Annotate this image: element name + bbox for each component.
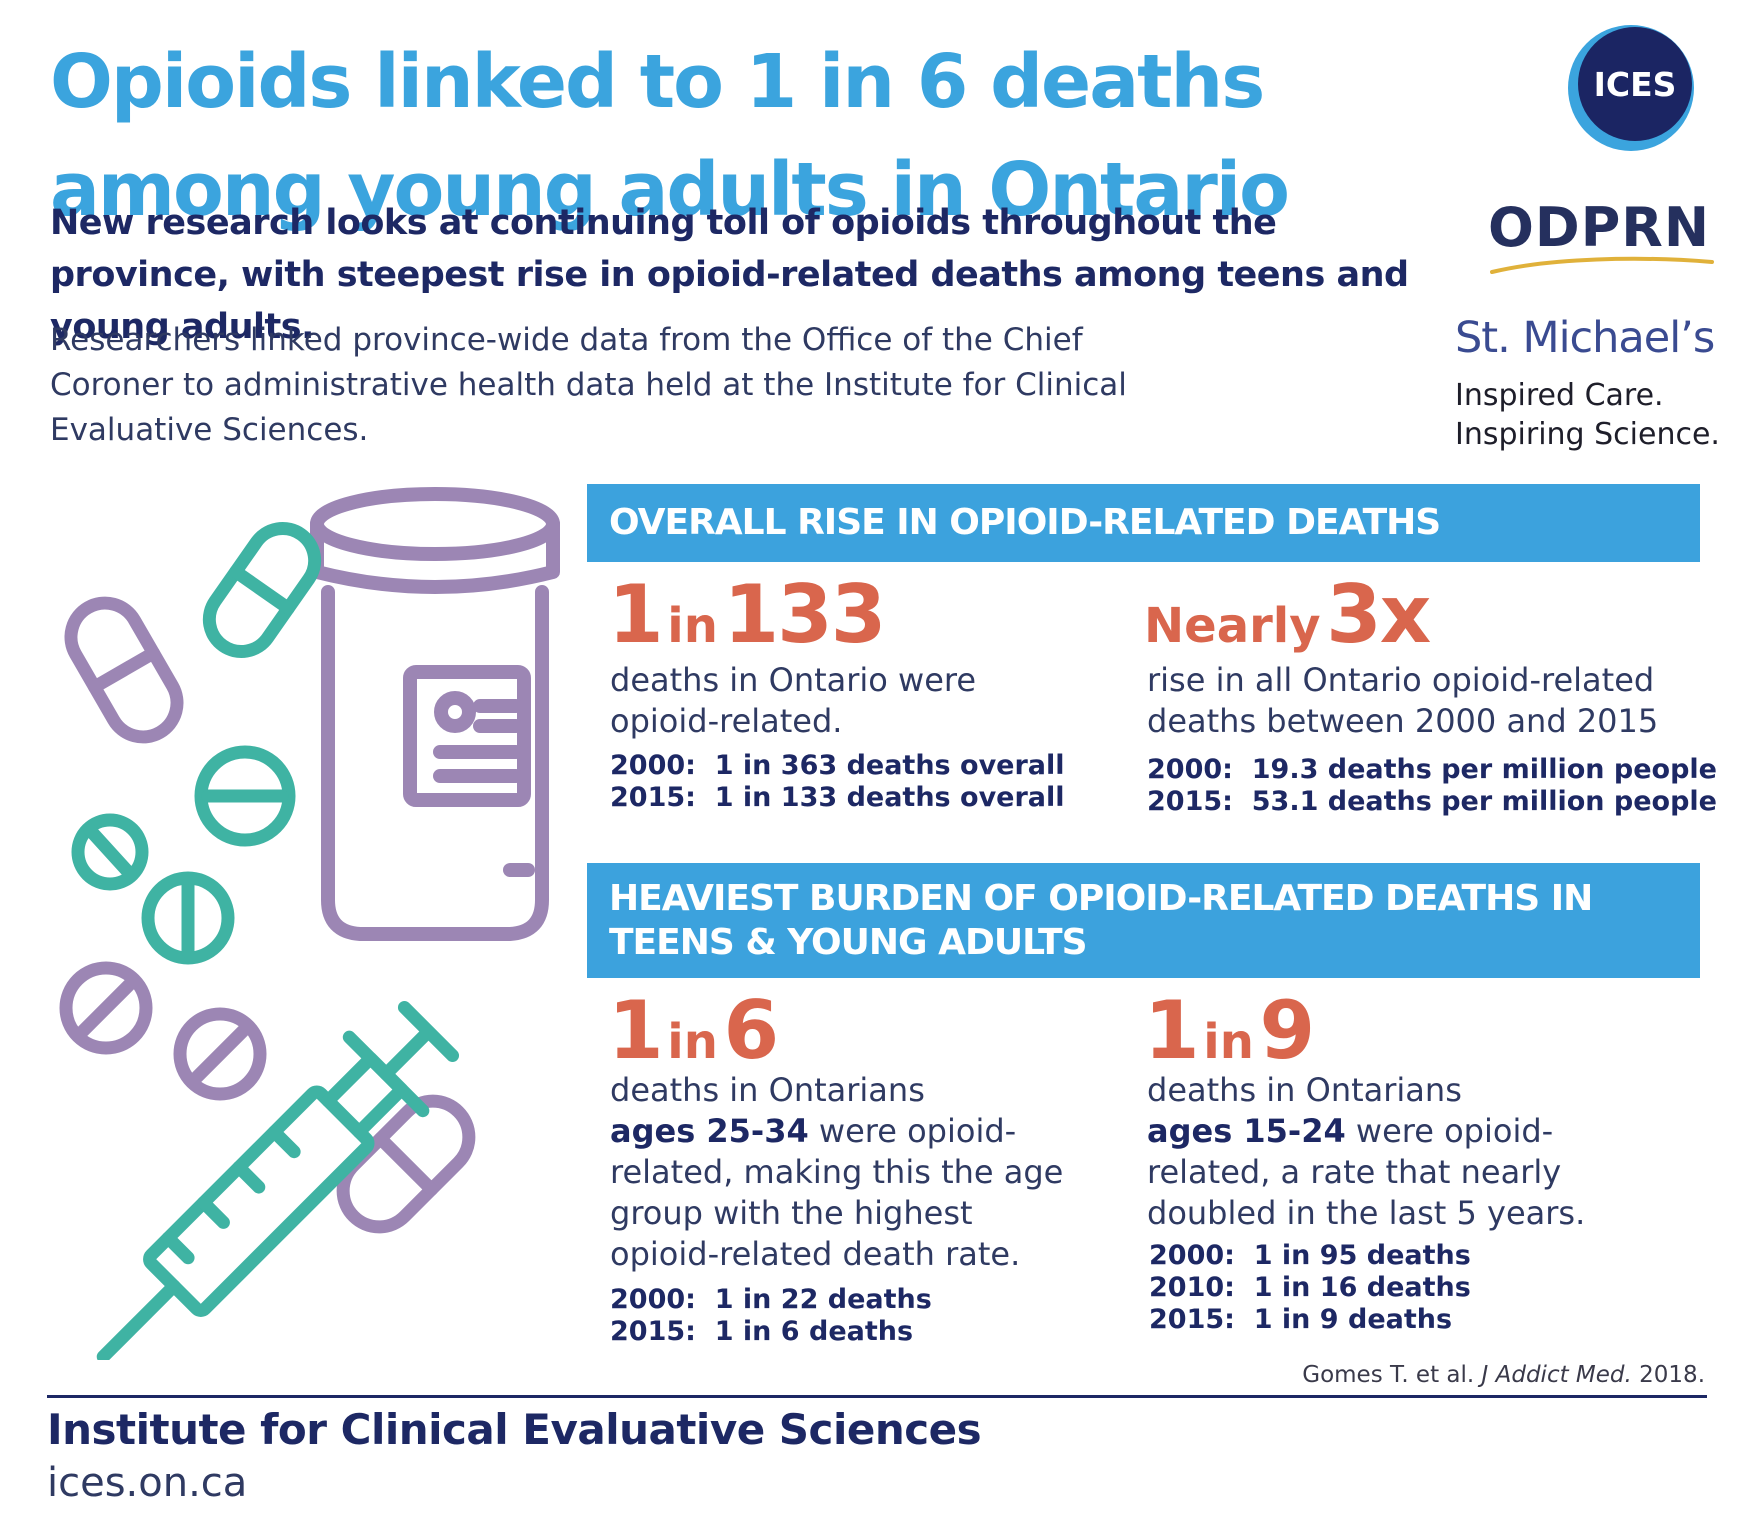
tablet-purple-icon-1 <box>59 961 153 1055</box>
ices-logo-text: ICES <box>1594 65 1677 104</box>
desc-age-group: ages 15-24 <box>1147 1112 1346 1150</box>
desc-age-group: ages 25-34 <box>610 1112 809 1150</box>
st-michaels-logo: St. Michael’s <box>1455 313 1715 363</box>
capsule-purple-icon-2 <box>336 1094 476 1234</box>
section-heading-teens: HEAVIEST BURDEN OF OPIOID-RELATED DEATHS… <box>587 863 1700 978</box>
stat-nearly-3x: Nearly 3x <box>1144 568 1431 661</box>
page-subtitle: New research looks at continuing toll of… <box>50 203 1409 347</box>
stat-description: rise in all Ontario opioid-related death… <box>1147 661 1659 740</box>
capsule-purple-icon <box>64 596 184 744</box>
stat-in-word: in <box>667 1014 718 1070</box>
desc-rest: were opioid-related, a rate that nearly … <box>1147 1112 1586 1232</box>
stat-figure-2015: 2015: 1 in 6 deaths <box>610 1316 914 1347</box>
footer-institute-name: Institute for Clinical Evaluative Scienc… <box>47 1405 982 1454</box>
tablet-teal-icon-2 <box>71 813 149 891</box>
intro-text: Researchers linked province-wide data fr… <box>50 322 1127 448</box>
citation: Gomes T. et al. J Addict Med. 2018. <box>1200 1362 1705 1388</box>
footer-website-link[interactable]: ices.on.ca <box>47 1460 248 1506</box>
tablet-teal-icon-3 <box>141 871 235 965</box>
section-heading-line-1: HEAVIEST BURDEN OF OPIOID-RELATED DEATHS… <box>609 878 1593 919</box>
ices-logo: ICES <box>1568 25 1694 151</box>
stat-number: 3x <box>1326 568 1431 661</box>
stat-prefix: Nearly <box>1144 598 1321 654</box>
pill-bottle-icon <box>310 487 560 941</box>
page-title: Opioids linked to 1 in 6 deaths among yo… <box>50 39 1290 233</box>
tablet-teal-icon-1 <box>194 745 296 847</box>
stat-description: deaths in Ontario were opioid-related. <box>610 661 977 740</box>
stat-number: 1 <box>1144 984 1200 1077</box>
stat-1-in-6: 1 in 6 <box>608 984 779 1077</box>
citation-journal: J Addict Med. <box>1481 1362 1632 1388</box>
tagline-line-2: Inspiring Science. <box>1455 417 1720 452</box>
stat-number: 1 <box>608 568 664 661</box>
syringe-icon <box>96 1000 460 1360</box>
stat-description: deaths in Ontarians ages 15-24 were opio… <box>1147 1070 1597 1234</box>
footer-divider <box>47 1395 1707 1398</box>
desc-lead: deaths in Ontarians <box>610 1071 925 1109</box>
stat-figure-2000: 2000: 19.3 deaths per million people <box>1147 754 1717 785</box>
section-heading-overall: OVERALL RISE IN OPIOID-RELATED DEATHS <box>587 484 1700 562</box>
tagline-line-1: Inspired Care. <box>1455 378 1664 413</box>
citation-year: 2018. <box>1631 1362 1705 1388</box>
stat-figure-2015: 2015: 1 in 133 deaths overall <box>610 782 1065 813</box>
stat-figure-2000: 2000: 1 in 363 deaths overall <box>610 750 1065 781</box>
stat-figure-2000: 2000: 1 in 22 deaths <box>610 1284 932 1315</box>
stat-number: 1 <box>608 984 664 1077</box>
stat-number: 9 <box>1259 984 1315 1077</box>
stat-figure-2015: 2015: 1 in 9 deaths <box>1149 1304 1453 1335</box>
tablet-purple-icon-2 <box>173 1007 267 1101</box>
stat-in-word: in <box>1203 1014 1254 1070</box>
citation-authors: Gomes T. et al. <box>1302 1362 1482 1388</box>
capsule-teal-icon <box>202 522 322 658</box>
stat-number: 133 <box>723 568 886 661</box>
pills-and-syringe-illustration <box>59 487 560 1360</box>
odprn-swoosh-icon <box>1490 256 1714 274</box>
stat-1-in-9: 1 in 9 <box>1144 984 1315 1077</box>
stat-number: 6 <box>723 984 779 1077</box>
stat-1-in-133: 1 in 133 <box>608 568 886 661</box>
st-michaels-tagline: Inspired Care. Inspiring Science. <box>1455 376 1720 454</box>
desc-rest: were opioid-related, making this the age… <box>610 1112 1064 1273</box>
stat-figure-2015: 2015: 53.1 deaths per million people <box>1147 786 1717 817</box>
stat-in-word: in <box>667 598 718 654</box>
section-heading-line-2: TEENS & YOUNG ADULTS <box>609 922 1088 963</box>
stat-figure-2000: 2000: 1 in 95 deaths <box>1149 1240 1471 1271</box>
stat-description: deaths in Ontarians ages 25-34 were opio… <box>610 1070 1090 1275</box>
odprn-logo: ODPRN <box>1488 196 1711 259</box>
stat-figure-2010: 2010: 1 in 16 deaths <box>1149 1272 1471 1303</box>
desc-lead: deaths in Ontarians <box>1147 1071 1462 1109</box>
